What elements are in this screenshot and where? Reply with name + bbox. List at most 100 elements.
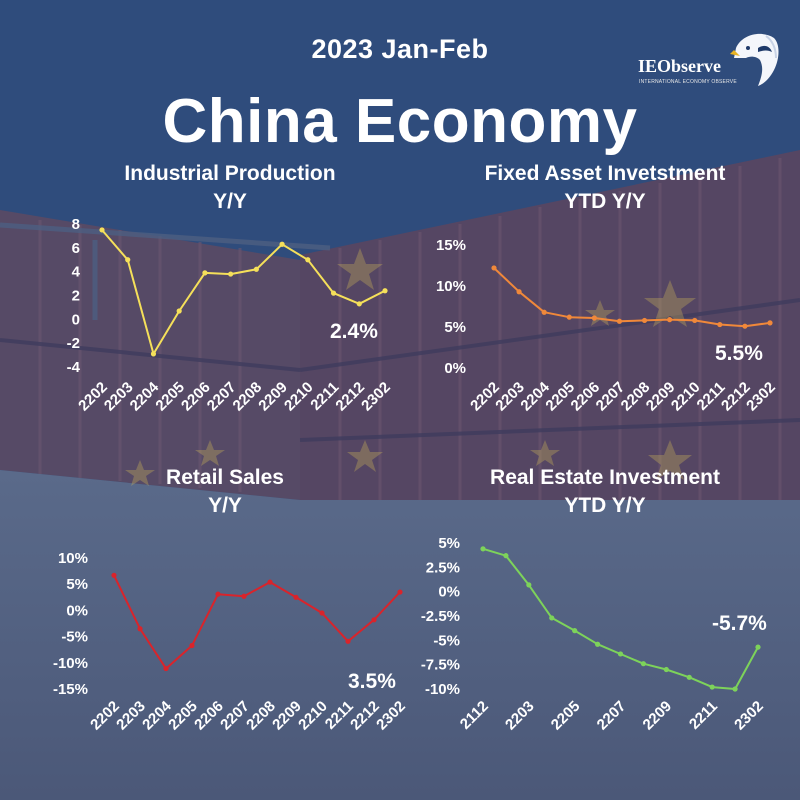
retail-title-line1: Retail Sales (166, 466, 284, 489)
fixed_asset-data-point (692, 317, 698, 324)
retail-sales-chart: 10%5%0%-5%-10%-15%2202220322042205220622… (53, 550, 409, 733)
industrial-data-point (99, 227, 105, 233)
retail-data-point (267, 579, 273, 585)
real_estate-xtick-label: 2203 (502, 698, 538, 734)
retail-xtick-label: 2207 (217, 698, 253, 734)
industrial-ytick-label: 2 (72, 288, 80, 305)
real_estate-data-point (663, 666, 669, 673)
fixed-asset-investment-chart: 15%10%5%0%220222032204220522062207220822… (436, 237, 779, 414)
real_estate-xtick-label: 2302 (731, 698, 767, 734)
retail-data-point (215, 591, 221, 597)
real_estate-ytick-label: -5% (433, 632, 460, 649)
real-estate-investment-chart: 5% 2.5% 0% -2.5% -5% -7.5% -10%2112 2203 2205 220… (421, 535, 767, 733)
retail-xtick-label: 2203 (113, 698, 149, 734)
retail-ytick-label: -15% (53, 681, 88, 698)
retail-data-point (137, 626, 143, 632)
industrial-data-point (279, 241, 285, 247)
fixed_asset-data-point (491, 265, 497, 271)
retail-xtick-label: 2208 (243, 698, 279, 734)
industrial-data-point (305, 257, 311, 263)
industrial-title-line2: Y/Y (213, 190, 247, 213)
industrial-xtick-label: 2302 (358, 379, 394, 415)
eagle-icon (730, 33, 779, 86)
fixed_asset-ytick-label: 5% (444, 319, 466, 336)
logo-tagline: INTERNATIONAL ECONOMY OBSERVE (639, 79, 737, 85)
industrial-ytick-label: -4 (67, 359, 81, 376)
retail-data-point (345, 638, 351, 644)
retail-title-line2: Y/Y (208, 494, 242, 517)
fixed_asset-series-line (493, 267, 771, 328)
real_estate-xtick-label: 2205 (548, 698, 584, 734)
fixed_asset-data-point (767, 320, 773, 326)
industrial-data-point (356, 301, 362, 307)
industrial-data-point (382, 288, 388, 294)
fixed_asset-ytick-label: 10% (436, 278, 466, 295)
real_estate-data-point (617, 651, 624, 657)
industrial-series-line (101, 229, 386, 355)
real_estate-ytick-label: 2.5% (426, 559, 460, 576)
retail-data-point (319, 610, 325, 616)
retail-data-point (371, 617, 377, 623)
real_estate-ytick-label: 0% (438, 584, 460, 601)
industrial-production-title: Industrial Production Y/Y (80, 160, 380, 216)
industrial-ytick-label: 4 (72, 264, 81, 281)
industrial-production-chart: 86420-2-42202220322042205220622072208220… (67, 216, 394, 414)
real_estate-data-point (526, 582, 532, 588)
real-estate-title-line2: YTD Y/Y (564, 494, 646, 517)
retail-data-point (111, 572, 117, 578)
industrial-ytick-label: 6 (72, 240, 80, 257)
real_estate-xtick-label: 2112 (457, 698, 492, 733)
real-estate-title: Real Estate Investment YTD Y/Y (440, 464, 770, 520)
fixed_asset-latest-value-label: 5.5% (715, 342, 763, 365)
industrial-data-point (150, 351, 157, 357)
real_estate-latest-value-label: -5.7% (712, 612, 767, 635)
retail-ytick-label: 0% (66, 602, 88, 619)
fixed_asset-ytick-label: 15% (436, 237, 466, 254)
fixed-asset-title: Fixed Asset Invetstment YTD Y/Y (430, 160, 780, 216)
industrial-xtick-label: 2211 (307, 379, 342, 414)
retail-series-line (113, 574, 401, 670)
industrial-data-point (228, 271, 234, 277)
fixed_asset-xtick-label: 2302 (743, 379, 779, 415)
retail-xtick-label: 2302 (373, 698, 409, 734)
real_estate-data-point (480, 546, 486, 552)
real_estate-data-point (709, 684, 715, 690)
real_estate-data-point (755, 644, 761, 650)
retail-xtick-label: 2212 (347, 698, 383, 734)
fixed_asset-data-point (541, 309, 547, 315)
fixed_asset-data-point (742, 323, 748, 329)
fixed_asset-data-point (667, 317, 673, 323)
ieobserve-logo: IEObserve INTERNATIONAL ECONOMY OBSERVE (638, 28, 783, 88)
retail-xtick-label: 2205 (165, 698, 201, 734)
real_estate-data-point (503, 553, 509, 559)
industrial-ytick-label: 0 (72, 311, 80, 328)
retail-data-point (293, 594, 299, 600)
fixed_asset-data-point (566, 314, 572, 320)
industrial-latest-value-label: 2.4% (330, 320, 378, 343)
real_estate-xtick-label: 2209 (640, 698, 676, 734)
retail-ytick-label: 5% (66, 576, 88, 593)
retail-xtick-label: 2211 (322, 698, 357, 733)
retail-data-point (397, 589, 403, 595)
real_estate-ytick-label: -10% (425, 681, 460, 698)
fixed_asset-data-point (616, 318, 623, 324)
retail-data-point (189, 642, 195, 649)
industrial-data-point (330, 290, 337, 296)
real_estate-xtick-label: 2211 (686, 698, 721, 733)
fixed-asset-title-line1: Fixed Asset Invetstment (484, 162, 726, 185)
retail-ytick-label: -10% (53, 655, 88, 672)
retail-data-point (163, 665, 169, 672)
real_estate-ytick-label: -7.5% (421, 657, 460, 674)
fixed_asset-data-point (641, 317, 648, 324)
fixed_asset-ytick-label: 0% (444, 360, 466, 377)
fixed-asset-title-line2: YTD Y/Y (564, 190, 646, 213)
real_estate-data-point (640, 661, 647, 667)
industrial-data-point (125, 257, 131, 263)
real_estate-data-point (732, 686, 738, 692)
retail-xtick-label: 2202 (87, 698, 123, 734)
fixed_asset-data-point (591, 315, 597, 321)
real_estate-xtick-label: 2207 (594, 698, 630, 734)
real_estate-ytick-label: 5% (438, 535, 460, 552)
